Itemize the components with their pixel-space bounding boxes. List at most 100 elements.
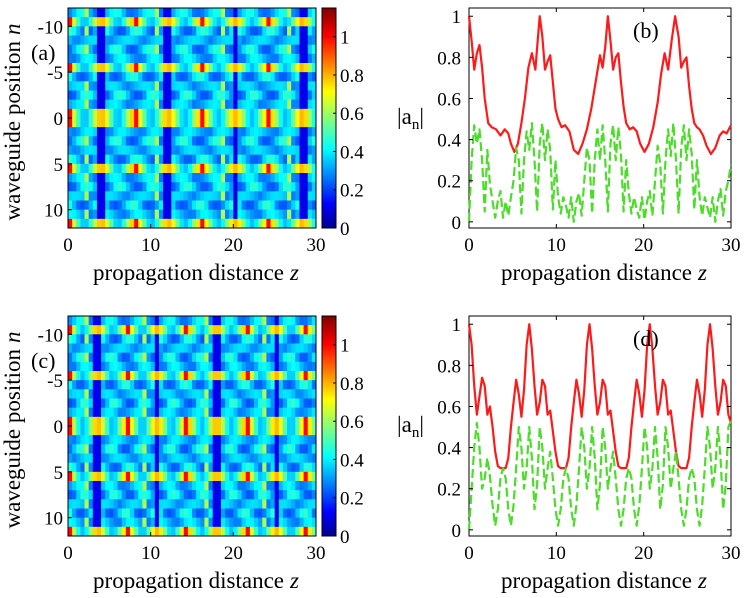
heatmap-cell (245, 444, 251, 454)
heatmap-cell (270, 108, 276, 119)
heatmap-cell (138, 90, 143, 101)
heatmap-cell (117, 471, 123, 482)
heatmap-cell (249, 435, 255, 445)
heatmap-cell (179, 526, 185, 537)
x-tick-label: 10 (547, 543, 566, 564)
heatmap-cell (307, 426, 313, 436)
heatmap-cell (287, 389, 292, 399)
heatmap-cell (295, 316, 300, 326)
heatmap-cell (138, 526, 143, 537)
heatmap-cell (113, 334, 119, 344)
heatmap-cell (192, 435, 197, 445)
heatmap-cell (278, 334, 284, 344)
heatmap-cell (311, 426, 317, 436)
heatmap-cell (237, 173, 243, 183)
heatmap-cell (154, 426, 160, 436)
heatmap-cell (158, 316, 164, 326)
y-tick-label: 0.2 (437, 172, 461, 193)
heatmap-cell (237, 444, 243, 454)
heatmap-cell (196, 154, 201, 165)
heatmap-cell (287, 380, 292, 390)
heatmap-cell (258, 481, 263, 491)
heatmap-cell (262, 99, 267, 110)
heatmap-cell (204, 407, 210, 418)
heatmap-cell (138, 389, 143, 399)
heatmap-cell (158, 145, 164, 156)
heatmap-cell (295, 508, 300, 519)
heatmap-cell (158, 444, 164, 454)
heatmap-cell (225, 416, 230, 427)
heatmap-cell (220, 325, 226, 335)
heatmap-cell (92, 173, 98, 183)
heatmap-cell (175, 81, 181, 91)
heatmap-cell (113, 389, 119, 399)
heatmap-cell (117, 334, 123, 344)
heatmap-cell (262, 81, 267, 91)
heatmap-cell (307, 145, 313, 156)
heatmap-cell (307, 325, 313, 335)
heatmap-cell (245, 163, 251, 174)
heatmap-cell (295, 26, 300, 36)
heatmap-cell (134, 490, 139, 500)
heatmap-cell (167, 352, 172, 363)
heatmap-cell (142, 99, 148, 110)
heatmap-cell (113, 462, 119, 473)
heatmap-cell (92, 490, 98, 500)
heatmap-cell (225, 343, 230, 354)
heatmap-cell (229, 182, 234, 192)
heatmap-cell (196, 99, 201, 110)
heatmap-cell (225, 163, 230, 174)
heatmap-cell (92, 453, 98, 464)
heatmap-cell (113, 163, 119, 174)
heatmap-cell (212, 200, 218, 211)
heatmap-cell (134, 200, 139, 211)
heatmap-cell (196, 361, 201, 372)
heatmap-cell (101, 108, 106, 119)
heatmap-cell (196, 453, 201, 464)
heatmap-cell (179, 380, 185, 390)
heatmap-cell (225, 316, 230, 326)
heatmap-cell (270, 371, 276, 381)
heatmap-cell (125, 182, 131, 192)
heatmap-cell (237, 127, 243, 137)
heatmap-cell (117, 154, 123, 165)
heatmap-cell (113, 173, 119, 183)
heatmap-cell (262, 200, 267, 211)
heatmap-cell (258, 154, 263, 165)
heatmap-cell (84, 200, 90, 211)
heatmap-cell (287, 8, 292, 18)
heatmap-cell (80, 462, 86, 473)
y-tick-label: 0.4 (437, 439, 461, 460)
heatmap-cell (146, 352, 152, 363)
heatmap-cell (204, 435, 210, 445)
heatmap-cell (76, 26, 81, 36)
heatmap-cell (179, 453, 185, 464)
heatmap-cell (117, 407, 123, 418)
heatmap-cell (258, 471, 263, 482)
heatmap-cell (278, 63, 284, 73)
heatmap-cell (68, 352, 73, 363)
heatmap-cell (109, 526, 114, 537)
heatmap-cell (117, 44, 123, 55)
heatmap-cell (208, 343, 214, 354)
heatmap-cell (274, 389, 280, 399)
heatmap-cell (220, 154, 226, 165)
heatmap-cell (229, 334, 234, 344)
heatmap-cell (291, 435, 296, 445)
heatmap-cell (254, 63, 259, 73)
heatmap-cell (249, 218, 255, 229)
heatmap-cell (88, 526, 94, 537)
x-tick-label: 30 (307, 235, 326, 256)
heatmap-cell (68, 99, 73, 110)
heatmap-cell (254, 72, 259, 82)
heatmap-cell (76, 416, 81, 427)
heatmap-cell (187, 35, 193, 46)
heatmap-cell (311, 218, 317, 229)
heatmap-cell (163, 526, 168, 537)
heatmap-cell (200, 380, 205, 390)
heatmap-cell (130, 462, 135, 473)
heatmap-cell (105, 173, 110, 183)
heatmap-cell (299, 371, 305, 381)
heatmap-cell (208, 471, 214, 482)
heatmap-cell (134, 99, 139, 110)
